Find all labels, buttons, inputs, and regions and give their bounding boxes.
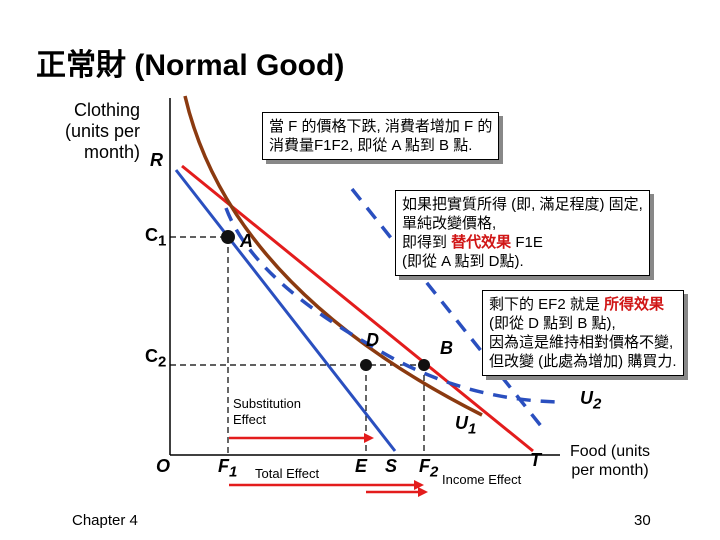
point-b-dot [418, 359, 430, 371]
note-line: 剩下的 EF2 就是 所得效果 [489, 295, 677, 314]
label-t: T [530, 450, 541, 470]
label-u1: U1 [455, 413, 476, 438]
x-axis-label-line: per month) [571, 462, 649, 479]
note-highlight: 所得效果 [604, 296, 665, 313]
label-c2: C2 [145, 346, 166, 371]
note-line: 單純改變價格, [402, 215, 497, 232]
y-axis-label: Clothing (units per month) [40, 100, 140, 163]
budget-line-rt [181, 164, 534, 453]
substitution-effect-label: Substitution Effect [233, 396, 301, 428]
label-f2-sub: 2 [430, 463, 439, 481]
label-f1-sub: 1 [229, 463, 238, 481]
label-c1-sub: 1 [158, 232, 167, 250]
total-arrowhead [414, 480, 424, 490]
point-d-dot [360, 359, 372, 371]
label-f1-letter: F [218, 456, 229, 476]
footer-chapter: Chapter 4 [72, 512, 138, 529]
indifference-curve-u2 [224, 207, 561, 404]
note-line: 消費量F1F2, 即從 A 點到 B 點. [269, 137, 473, 154]
substitution-arrowhead [364, 433, 374, 443]
label-f1: F1 [218, 456, 237, 481]
label-u2-letter: U [580, 388, 593, 408]
label-c2-sub: 2 [158, 353, 167, 371]
note-line: 因為這是維持相對價格不變, [489, 334, 674, 351]
label-s: S [385, 456, 398, 476]
budget-line-rs [174, 169, 397, 452]
y-axis-label-line: month) [83, 142, 140, 162]
label-c2-letter: C [145, 346, 158, 366]
label-c1-letter: C [145, 225, 158, 245]
note-substitution-effect: 如果把實質所得 (即, 滿足程度) 固定, 單純改變價格, 即得到 替代效果 F… [395, 190, 650, 276]
note-line: 即得到 替代效果 F1E [402, 233, 643, 252]
label-f2-letter: F [419, 456, 430, 476]
label-origin: O [156, 456, 171, 476]
slide-title: 正常財 (Normal Good) [36, 49, 345, 82]
label-u2-sub: 2 [593, 395, 602, 413]
x-axis-label: Food (units per month) [570, 442, 650, 480]
total-effect-label: Total Effect [255, 466, 320, 481]
note-text: 即得到 [402, 234, 452, 251]
income-effect-label: Income Effect [442, 472, 522, 487]
substitution-label-line: Substitution [233, 396, 301, 411]
indifference-curve-u1 [183, 95, 483, 417]
label-a: A [240, 231, 253, 251]
note-line: 如果把實質所得 (即, 滿足程度) 固定, [402, 196, 643, 213]
note-line: 當 F 的價格下跌, 消費者增加 F 的 [269, 118, 493, 135]
y-axis-label-line: Clothing [73, 100, 140, 120]
compensated-budget-dashed [350, 187, 547, 433]
income-arrowhead [418, 487, 428, 497]
label-f2: F2 [419, 456, 438, 481]
label-c1: C1 [145, 225, 166, 250]
label-u1-letter: U [455, 413, 468, 433]
axis-letter-r: R [150, 150, 163, 170]
footer-page-number: 30 [634, 512, 651, 529]
label-u2: U2 [580, 388, 601, 413]
substitution-label-line: Effect [233, 412, 267, 427]
label-u1-sub: 1 [468, 420, 477, 438]
note-line: 但改變 (此處為增加) 購買力. [489, 353, 677, 370]
note-price-change: 當 F 的價格下跌, 消費者增加 F 的 消費量F1F2, 即從 A 點到 B … [262, 112, 500, 160]
note-line: (即從 D 點到 B 點), [489, 315, 616, 332]
point-a-dot [221, 230, 235, 244]
label-e: E [355, 456, 368, 476]
note-line: (即從 A 點到 D點). [402, 253, 524, 270]
note-highlight: 替代效果 [451, 234, 512, 251]
label-d: D [366, 330, 379, 350]
y-axis-label-line: (units per [64, 121, 140, 141]
note-text: F1E [511, 234, 543, 251]
note-income-effect: 剩下的 EF2 就是 所得效果 (即從 D 點到 B 點), 因為這是維持相對價… [482, 290, 684, 376]
note-text: 剩下的 EF2 就是 [489, 296, 605, 313]
x-axis-label-line: Food (units [570, 443, 651, 460]
label-b: B [440, 338, 453, 358]
